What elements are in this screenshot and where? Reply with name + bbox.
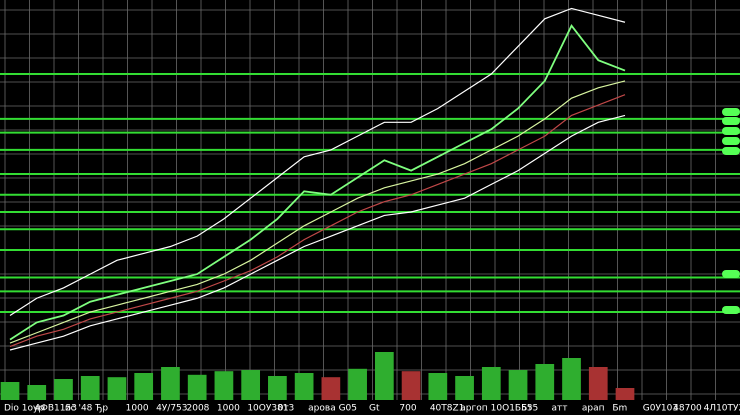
volume-bar <box>268 376 287 400</box>
x-tick-label: Бт <box>521 404 532 414</box>
volume-bar <box>187 374 207 400</box>
volume-bar <box>27 385 47 400</box>
level-marker <box>722 117 740 125</box>
volume-bar <box>374 352 394 400</box>
x-tick-label: 4ФВ1153 <box>34 404 77 414</box>
x-tick-label: Бm <box>612 404 627 414</box>
series-line <box>9 24 626 341</box>
x-tick-label: 700 <box>399 404 416 414</box>
x-tick-label: арап <box>582 404 605 414</box>
x-tick-label: Gt <box>369 404 380 414</box>
volume-bar <box>161 367 180 400</box>
volume-bar <box>0 382 20 400</box>
level-marker <box>722 127 740 135</box>
x-tick-label: ис '48 <box>65 404 93 414</box>
level-marker <box>722 270 740 278</box>
volume-bar <box>401 371 421 400</box>
volume-bar <box>562 358 581 400</box>
volume-bar <box>321 377 341 400</box>
volume-bar <box>535 364 555 400</box>
volume-bar <box>481 367 501 400</box>
x-tick-label: 1000 <box>126 404 149 414</box>
x-tick-label: Dio 1oyp <box>4 404 44 414</box>
x-tick-label: 4У/753 <box>156 404 187 414</box>
series-line <box>9 94 626 348</box>
x-tick-label: 2008 <box>187 404 210 414</box>
x-tick-label: 1000 <box>217 404 240 414</box>
x-tick-label: 10ОУ3813 <box>247 404 294 414</box>
volume-bar <box>588 367 608 400</box>
x-tick-label: Ђр <box>94 404 108 414</box>
volume-bar <box>615 388 635 400</box>
x-tick-label: 10О1Б555 <box>491 404 539 414</box>
volume-bar <box>54 379 73 400</box>
series-line <box>9 80 626 344</box>
volume-bar <box>214 371 234 400</box>
x-tick-label: G05 <box>339 404 357 414</box>
x-tick-label: 4Л10ТУ2ОФ <box>704 404 740 414</box>
x-tick-label: арова <box>308 404 336 414</box>
level-marker <box>722 306 740 314</box>
level-marker <box>722 147 740 155</box>
volume-bar <box>428 373 448 400</box>
x-tick-label: аргоп <box>460 404 487 414</box>
volume-bar <box>80 376 100 400</box>
volume-bar <box>294 373 314 400</box>
x-tick-label: G0У103 <box>643 404 678 414</box>
volume-bar <box>134 373 154 400</box>
x-tick-label: атт <box>552 404 568 414</box>
level-marker <box>722 137 740 145</box>
volume-bar <box>508 370 528 400</box>
volume-bar <box>455 376 474 400</box>
x-tick-label: 0т <box>278 404 289 414</box>
volume-bar <box>348 368 367 400</box>
level-marker <box>722 108 740 116</box>
volume-bar <box>107 377 127 400</box>
x-tick-label: 48700 <box>673 404 702 414</box>
series-line <box>9 7 626 317</box>
volume-bar <box>241 370 261 400</box>
x-tick-label: 40Т8Z1 <box>430 404 465 414</box>
series-line <box>9 114 626 351</box>
